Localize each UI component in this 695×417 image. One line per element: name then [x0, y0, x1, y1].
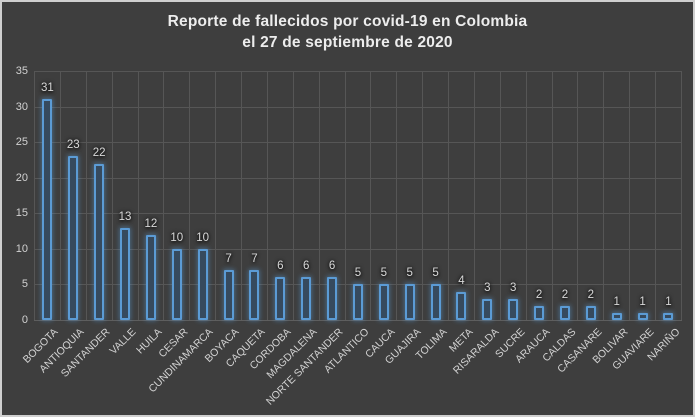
- category-cell: 6: [294, 71, 320, 320]
- bar-guajira: [404, 284, 415, 320]
- data-label: 2: [535, 288, 543, 301]
- category-cell: 5: [346, 71, 372, 320]
- category-cell: 4: [449, 71, 475, 320]
- category-cell: 22: [87, 71, 113, 320]
- bar-risaralda: [482, 298, 493, 320]
- data-label: 3: [509, 281, 517, 294]
- bar-casanare: [585, 305, 596, 320]
- bar-cordoba: [275, 277, 286, 320]
- data-label: 1: [665, 295, 672, 308]
- y-axis-tick: 30: [15, 100, 28, 113]
- y-gridline: [34, 106, 682, 108]
- category-cell: 1: [656, 71, 682, 320]
- data-label: 2: [587, 288, 595, 301]
- y-axis-tick: 25: [15, 136, 28, 149]
- data-label: 10: [170, 231, 184, 244]
- chart-title-line1: Reporte de fallecidos por covid-19 en Co…: [167, 13, 528, 30]
- category-cell: 2: [553, 71, 579, 320]
- data-label: 10: [196, 231, 210, 244]
- bar-santander: [94, 163, 105, 320]
- data-label: 7: [251, 253, 258, 266]
- bar-cundinamarca: [197, 248, 208, 320]
- bar-boyaca: [223, 270, 234, 320]
- category-cell: 1: [630, 71, 656, 320]
- data-label: 6: [302, 260, 310, 273]
- chart-title: Reporte de fallecidos por covid-19 en Co…: [2, 11, 693, 53]
- bar-bogota: [42, 99, 53, 320]
- bar-bolivar: [611, 312, 622, 320]
- category-cell: 3: [475, 71, 501, 320]
- y-axis-tick: 5: [21, 278, 28, 291]
- data-label: 1: [639, 295, 646, 308]
- y-axis-tick: 20: [15, 171, 28, 184]
- y-axis-tick: 35: [15, 65, 28, 77]
- y-gridline: [34, 142, 682, 144]
- y-axis-tick: 15: [15, 207, 28, 220]
- bar-arauca: [534, 305, 545, 320]
- category-cell: 10: [190, 71, 217, 320]
- data-label: 4: [458, 274, 465, 287]
- y-gridline: [34, 177, 682, 179]
- bar-guaviare: [637, 312, 648, 320]
- category-cell: 5: [371, 71, 398, 320]
- y-gridline: [34, 248, 682, 250]
- data-label: 2: [561, 288, 569, 301]
- data-label: 7: [225, 253, 232, 266]
- category-cell: 13: [113, 71, 139, 320]
- bar-cauca: [378, 284, 389, 320]
- y-gridline: [34, 213, 682, 215]
- category-cell: 5: [397, 71, 424, 320]
- category-cell: 3: [501, 71, 527, 320]
- data-label: 5: [406, 267, 413, 280]
- category-cell: 7: [242, 71, 268, 320]
- category-cell: 31: [35, 71, 61, 320]
- chart-title-line2: el 27 de septiembre de 2020: [242, 34, 453, 51]
- bar-caldas: [559, 305, 570, 320]
- category-cell: 1: [604, 71, 631, 320]
- data-label: 22: [92, 146, 106, 159]
- bar-tolima: [430, 284, 441, 320]
- y-gridline: [34, 71, 682, 72]
- y-gridline: [34, 320, 682, 321]
- bar-sucre: [508, 298, 519, 320]
- bar-atlantico: [352, 284, 363, 320]
- data-label: 13: [118, 210, 132, 223]
- category-cell: 10: [164, 71, 191, 320]
- bar-huila: [145, 234, 156, 320]
- category-cell: 6: [268, 71, 294, 320]
- category-cell: 2: [578, 71, 605, 320]
- data-label: 6: [277, 260, 284, 273]
- data-label: 5: [432, 267, 439, 280]
- data-label: 6: [328, 260, 336, 273]
- category-cell: 5: [423, 71, 449, 320]
- bar-caqueta: [249, 270, 260, 320]
- bar-magdalena: [301, 277, 312, 320]
- bar-norte-santander: [327, 277, 338, 320]
- y-axis-tick: 0: [21, 314, 28, 326]
- bar-cesar: [171, 248, 182, 320]
- data-label: 5: [380, 267, 388, 280]
- plot-area: 31 23 22 13 12 10 10 7 7 6 6 6 5 5 5 5 4 3 3 2 2 2 1 1 1: [34, 71, 682, 320]
- data-label: 31: [41, 82, 54, 95]
- category-cell: 7: [216, 71, 242, 320]
- category-cell: 23: [61, 71, 87, 320]
- category-cell: 6: [320, 71, 346, 320]
- category-cell: 12: [139, 71, 165, 320]
- data-label: 5: [354, 267, 362, 280]
- y-axis-tick: 10: [15, 242, 28, 255]
- bar-antioquia: [68, 156, 79, 320]
- bar-valle: [120, 227, 131, 320]
- data-label: 23: [66, 139, 80, 152]
- data-label: 12: [144, 217, 158, 230]
- bar-meta: [456, 291, 467, 320]
- bar-nariño: [663, 312, 674, 320]
- data-label: 1: [613, 295, 620, 308]
- data-label: 3: [484, 281, 491, 294]
- category-cell: 2: [527, 71, 553, 320]
